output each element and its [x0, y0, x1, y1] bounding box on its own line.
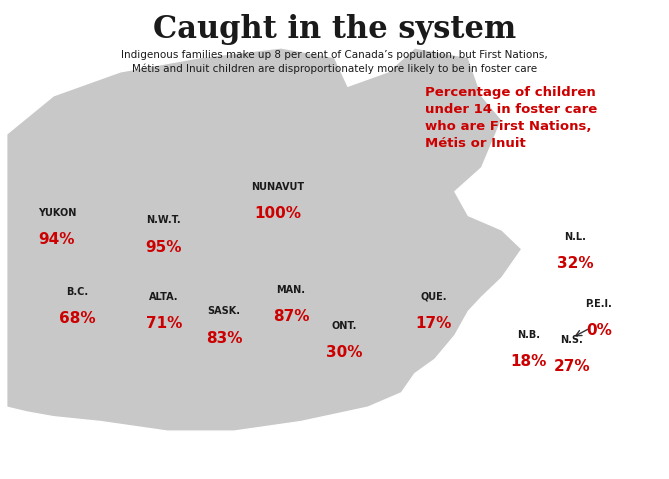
Text: ONT.: ONT. [332, 320, 357, 331]
Text: YUKON: YUKON [37, 208, 76, 218]
Text: 94%: 94% [39, 232, 75, 247]
Text: N.S.: N.S. [561, 335, 583, 345]
Text: N.L.: N.L. [565, 232, 586, 242]
Text: 0%: 0% [586, 323, 611, 338]
Text: 18%: 18% [510, 354, 547, 369]
Text: 17%: 17% [415, 316, 452, 331]
Text: 87%: 87% [273, 309, 309, 324]
Text: 100%: 100% [254, 206, 301, 221]
Text: N.B.: N.B. [517, 330, 540, 340]
Text: N.W.T.: N.W.T. [147, 215, 181, 225]
Text: 68%: 68% [59, 311, 95, 326]
Text: 30%: 30% [326, 345, 363, 360]
Text: NUNAVUT: NUNAVUT [251, 182, 304, 192]
Text: 95%: 95% [146, 240, 182, 254]
Text: QUE.: QUE. [420, 292, 447, 302]
Text: Percentage of children
under 14 in foster care
who are First Nations,
Métis or I: Percentage of children under 14 in foste… [425, 86, 597, 150]
Polygon shape [7, 48, 522, 431]
Text: MAN.: MAN. [276, 285, 306, 295]
Text: P.E.I.: P.E.I. [585, 299, 612, 309]
Text: 83%: 83% [206, 331, 242, 345]
Text: 27%: 27% [554, 359, 590, 374]
Text: 71%: 71% [146, 316, 182, 331]
Text: SASK.: SASK. [207, 306, 241, 316]
Text: ALTA.: ALTA. [149, 292, 179, 302]
Text: 32%: 32% [557, 256, 593, 271]
Text: Caught in the system: Caught in the system [153, 14, 516, 46]
Text: Indigenous families make up 8 per cent of Canada’s population, but First Nations: Indigenous families make up 8 per cent o… [121, 50, 548, 74]
Text: B.C.: B.C. [66, 287, 88, 297]
